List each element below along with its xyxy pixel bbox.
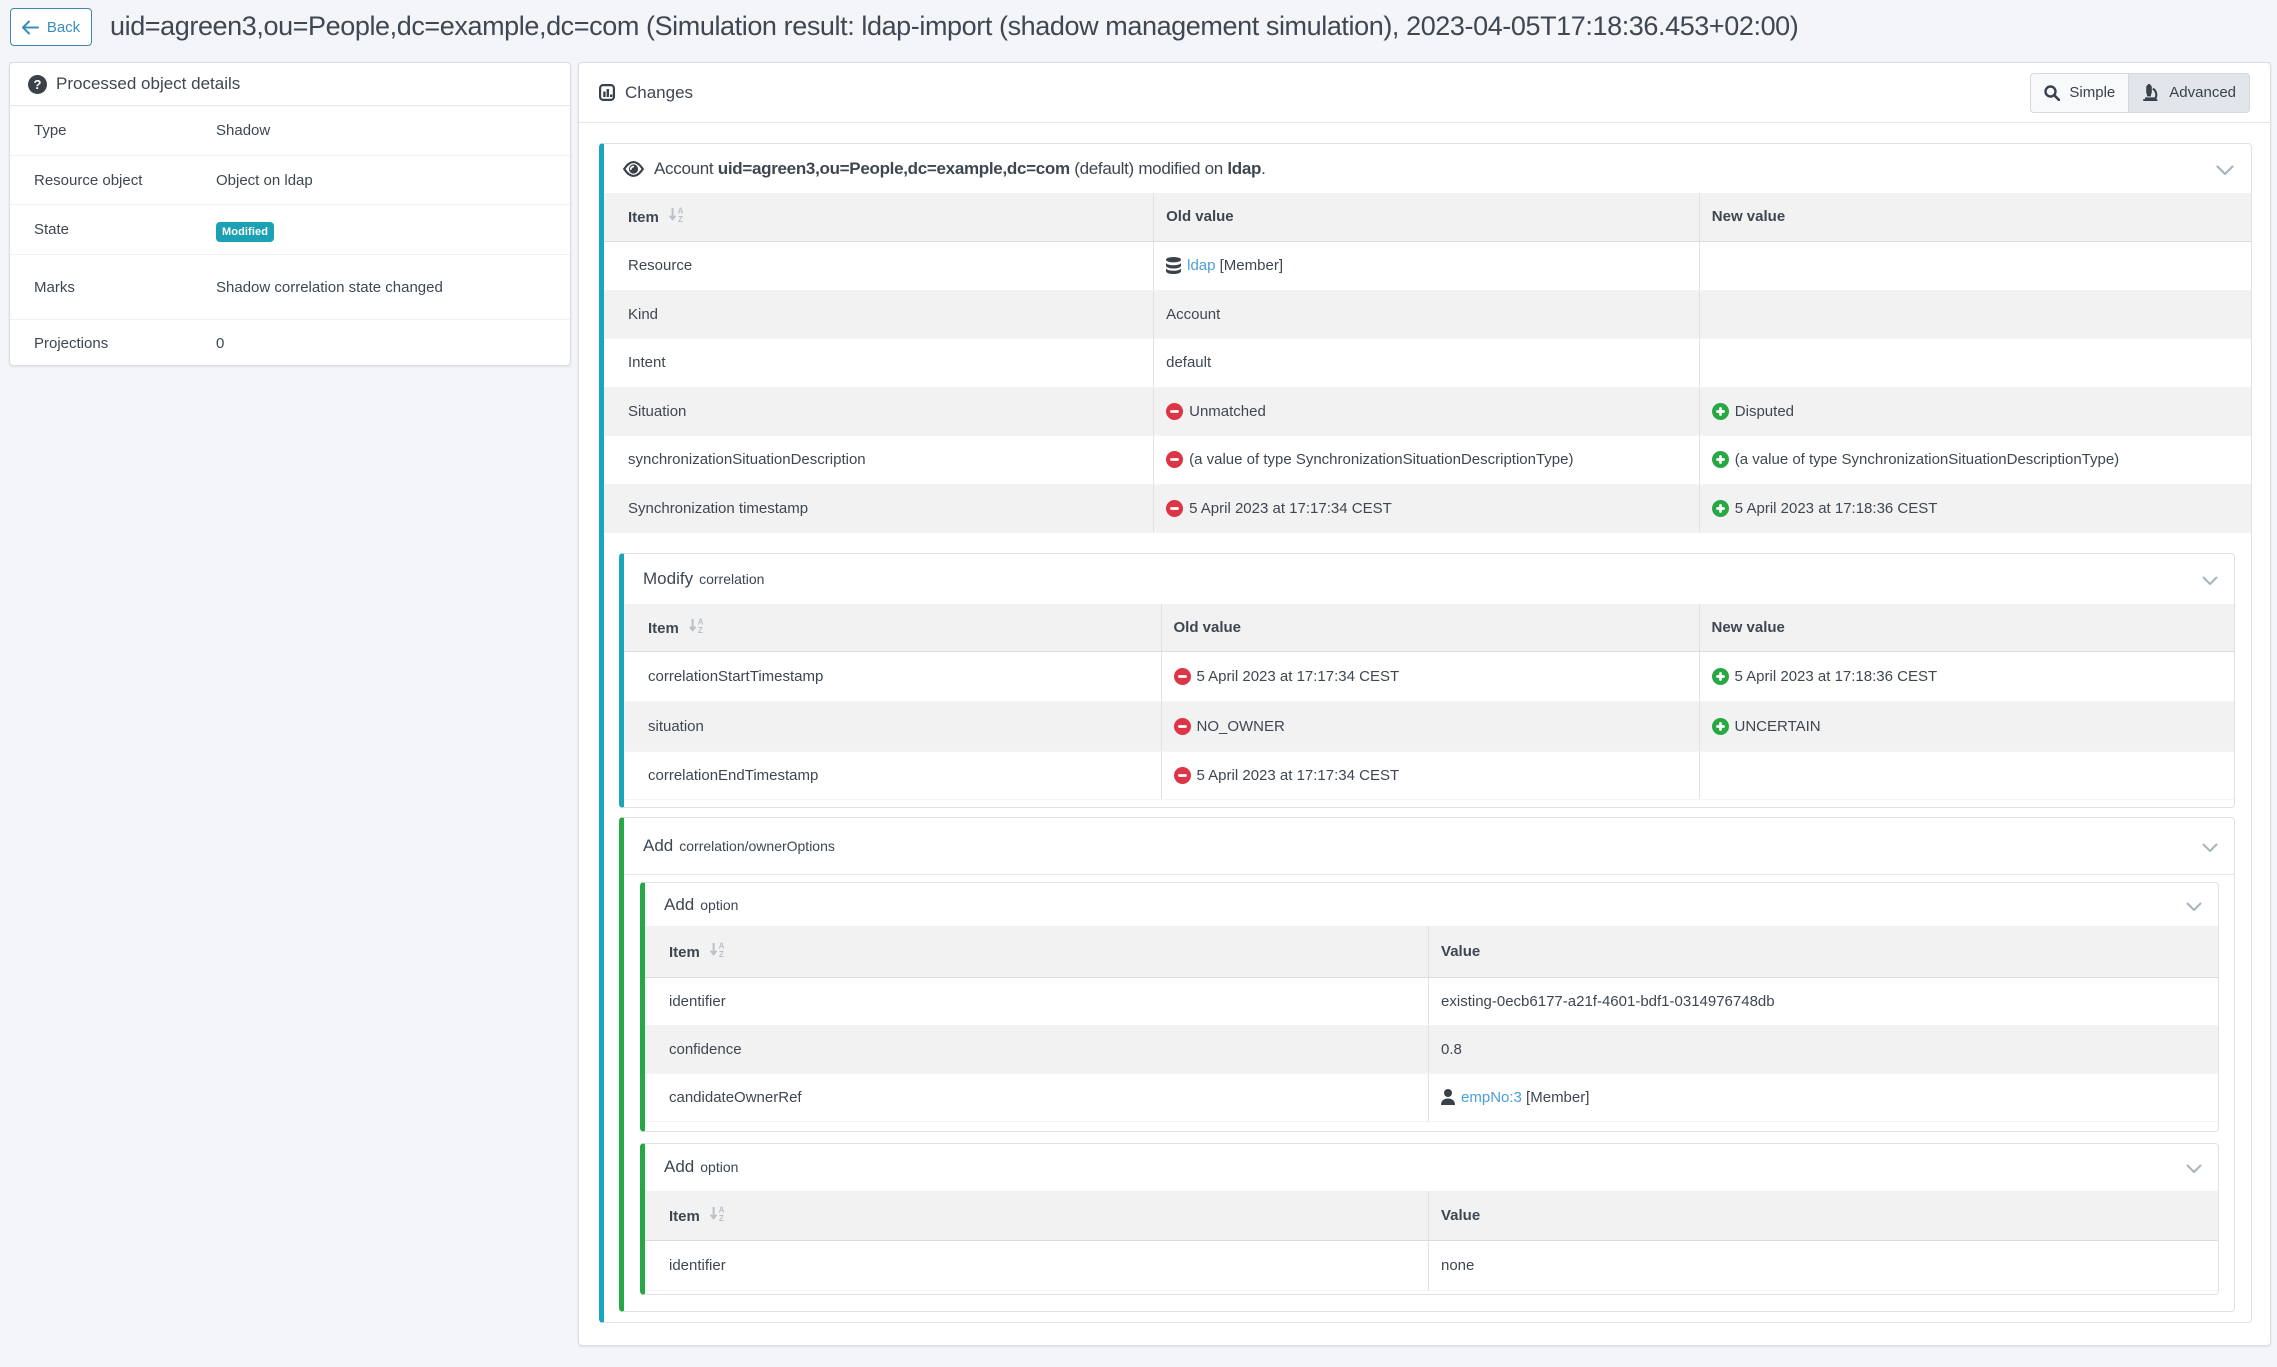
svg-text:A: A bbox=[697, 618, 703, 627]
svg-text:?: ? bbox=[34, 77, 42, 92]
svg-text:A: A bbox=[677, 207, 683, 216]
svg-text:A: A bbox=[718, 942, 724, 951]
svg-text:A: A bbox=[718, 1206, 724, 1215]
svg-text:Z: Z bbox=[698, 626, 703, 633]
svg-text:Z: Z bbox=[719, 950, 724, 957]
svg-text:Z: Z bbox=[678, 215, 683, 222]
svg-text:Z: Z bbox=[719, 1214, 724, 1221]
